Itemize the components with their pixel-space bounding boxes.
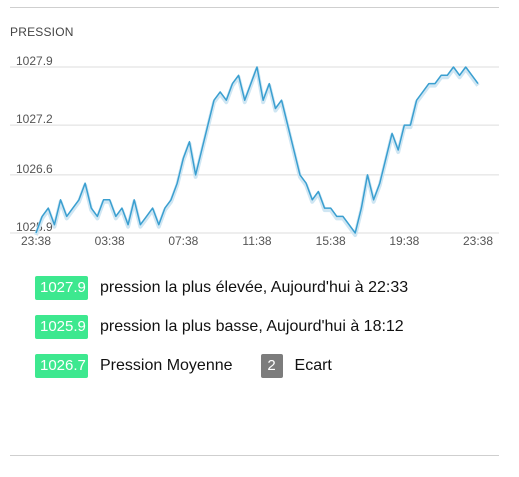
x-tick-label: 23:38: [463, 234, 493, 248]
range-label: Ecart: [294, 357, 332, 374]
range-badge: 2: [260, 354, 283, 378]
x-tick-label: 11:38: [242, 234, 271, 248]
max-pressure-badge: 1027.9: [35, 276, 88, 300]
panel-title: PRESSION: [10, 25, 74, 39]
stat-avg-row: 1026.7 Pression Moyenne 2 Ecart: [35, 354, 332, 378]
top-divider: [10, 7, 499, 8]
x-tick-label: 15:38: [316, 234, 346, 248]
y-tick-label: 1027.2: [16, 112, 53, 126]
x-tick-label: 19:38: [389, 234, 419, 248]
min-pressure-badge: 1025.9: [35, 315, 88, 339]
avg-pressure-badge: 1026.7: [35, 354, 88, 378]
bottom-divider: [10, 455, 499, 456]
x-tick-label: 23:38: [21, 234, 51, 248]
x-tick-label: 07:38: [168, 234, 198, 248]
stat-min-row: 1025.9 pression la plus basse, Aujourd'h…: [35, 315, 404, 339]
y-tick-label: 1025.9: [16, 220, 53, 234]
max-pressure-label: pression la plus élevée, Aujourd'hui à 2…: [100, 279, 409, 296]
y-tick-label: 1026.6: [16, 162, 53, 176]
pressure-line-shadow: [34, 67, 480, 237]
pressure-line-series: [35, 66, 479, 234]
y-tick-label: 1027.9: [16, 54, 53, 68]
x-tick-label: 03:38: [95, 234, 125, 248]
stat-max-row: 1027.9 pression la plus élevée, Aujourd'…: [35, 276, 408, 300]
avg-pressure-label: Pression Moyenne: [100, 357, 233, 374]
min-pressure-label: pression la plus basse, Aujourd'hui à 18…: [100, 318, 404, 335]
